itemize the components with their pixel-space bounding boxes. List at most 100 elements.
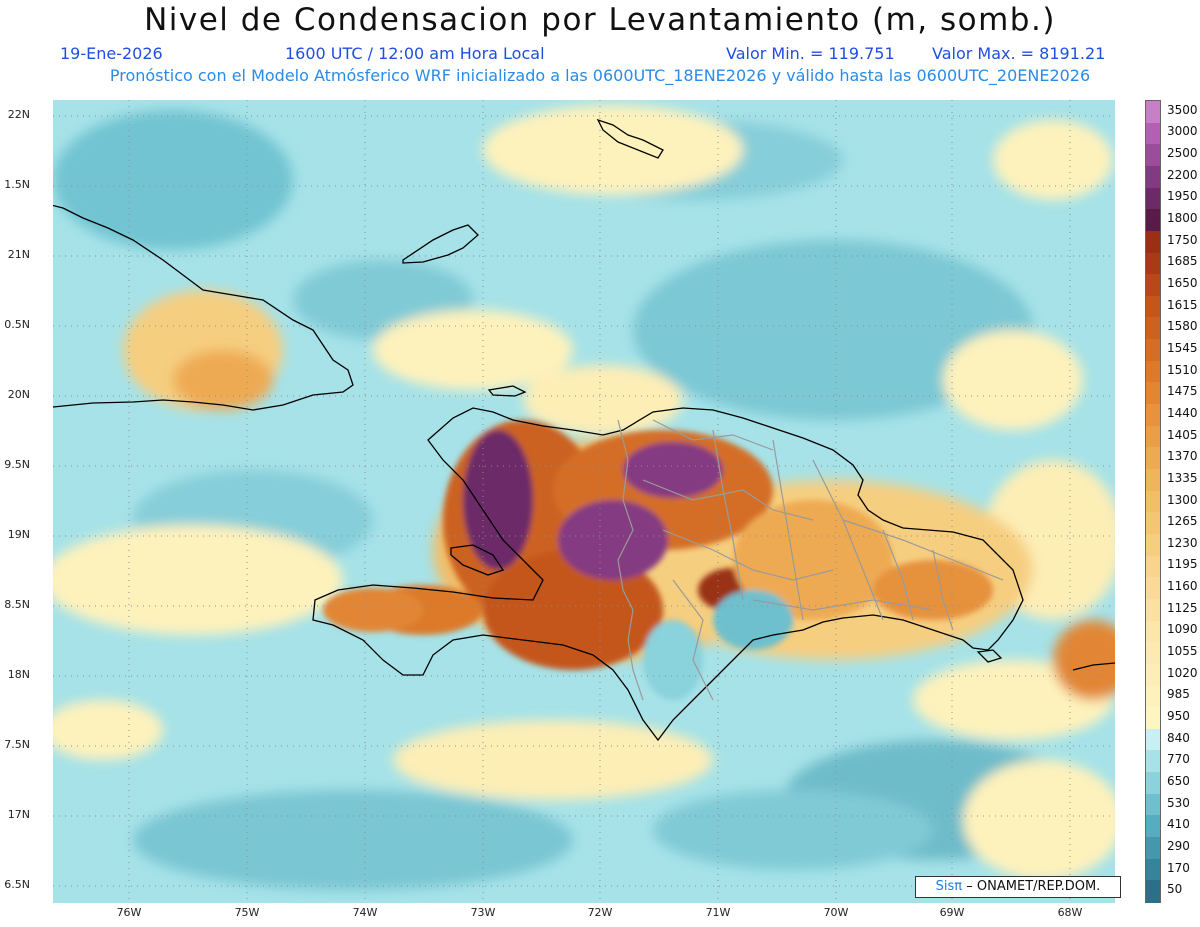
haiti-dr-border bbox=[617, 419, 644, 701]
legend-swatch bbox=[1146, 685, 1160, 708]
credit-org: – ONAMET/REP.DOM. bbox=[966, 879, 1101, 894]
coastlines bbox=[53, 118, 1115, 742]
legend-swatch bbox=[1146, 274, 1160, 297]
forecast-time: 1600 UTC / 12:00 am Hora Local bbox=[285, 44, 545, 63]
lon-label: 74W bbox=[352, 906, 378, 919]
legend-swatch bbox=[1146, 533, 1160, 557]
legend-swatch bbox=[1146, 101, 1160, 124]
legend-level-label: 170 bbox=[1167, 860, 1190, 875]
gonave-coast bbox=[450, 544, 505, 576]
legend-level-label: 3000 bbox=[1167, 124, 1198, 139]
legend-level-label: 1265 bbox=[1167, 514, 1198, 529]
legend-level-label: 1405 bbox=[1167, 427, 1198, 442]
legend-swatch bbox=[1146, 837, 1160, 860]
legend-swatch bbox=[1146, 750, 1160, 773]
puerto-rico-coast bbox=[1072, 662, 1115, 671]
map-title: Nivel de Condensacion por Levantamiento … bbox=[144, 2, 1056, 38]
legend-level-label: 1580 bbox=[1167, 319, 1198, 334]
great-inagua-coast bbox=[402, 224, 479, 264]
legend-level-label: 1055 bbox=[1167, 644, 1198, 659]
legend-swatch bbox=[1146, 858, 1160, 881]
lon-label: 71W bbox=[705, 906, 731, 919]
legend-level-label: 985 bbox=[1167, 687, 1190, 702]
saona-coast bbox=[976, 649, 1003, 663]
legend-level-label: 1545 bbox=[1167, 340, 1198, 355]
tortuga-coast bbox=[487, 385, 527, 397]
legend-swatch bbox=[1146, 360, 1160, 384]
lat-label: 19N bbox=[7, 528, 30, 541]
legend-swatch bbox=[1146, 339, 1160, 362]
lat-label: 0.5N bbox=[4, 318, 30, 331]
lon-label: 73W bbox=[470, 906, 496, 919]
legend-level-label: 1160 bbox=[1167, 579, 1198, 594]
legend-swatch bbox=[1146, 382, 1160, 405]
lat-label: 17N bbox=[7, 808, 30, 821]
provincial-borders bbox=[617, 419, 1004, 701]
legend-swatch bbox=[1146, 209, 1160, 232]
legend-level-label: 1300 bbox=[1167, 492, 1198, 507]
model-run-info: Pronóstico con el Modelo Atmósferico WRF… bbox=[109, 66, 1091, 85]
legend-swatch bbox=[1146, 880, 1160, 903]
legend-level-label: 530 bbox=[1167, 795, 1190, 810]
legend-swatch bbox=[1146, 512, 1160, 535]
legend-level-label: 770 bbox=[1167, 752, 1190, 767]
lon-label: 68W bbox=[1057, 906, 1083, 919]
legend-swatch bbox=[1146, 447, 1160, 470]
legend-swatch bbox=[1146, 663, 1160, 687]
legend-level-label: 410 bbox=[1167, 817, 1190, 832]
lat-label: 20N bbox=[7, 388, 30, 401]
legend-level-label: 1020 bbox=[1167, 665, 1198, 680]
legend-level-label: 1950 bbox=[1167, 189, 1198, 204]
legend-swatch bbox=[1146, 815, 1160, 838]
legend-level-label: 3500 bbox=[1167, 102, 1198, 117]
lat-label: 9.5N bbox=[4, 458, 30, 471]
lat-label: 1.5N bbox=[4, 178, 30, 191]
max-value: Valor Max. = 8191.21 bbox=[932, 44, 1106, 63]
legend-level-label: 1090 bbox=[1167, 622, 1198, 637]
legend-swatch bbox=[1146, 425, 1160, 448]
credit-box: Sisπ – ONAMET/REP.DOM. bbox=[915, 876, 1121, 898]
legend-swatch bbox=[1146, 642, 1160, 665]
legend-level-label: 1800 bbox=[1167, 211, 1198, 226]
color-scale-bar bbox=[1145, 100, 1161, 903]
legend-swatch bbox=[1146, 469, 1160, 492]
legend-swatch bbox=[1146, 165, 1160, 189]
legend-swatch bbox=[1146, 404, 1160, 427]
legend-swatch bbox=[1146, 772, 1160, 795]
legend-swatch bbox=[1146, 295, 1160, 319]
lat-label: 18N bbox=[7, 668, 30, 681]
legend-level-label: 2500 bbox=[1167, 146, 1198, 161]
legend-level-label: 1195 bbox=[1167, 557, 1198, 572]
lcl-field-map bbox=[53, 100, 1115, 903]
legend-level-label: 650 bbox=[1167, 773, 1190, 788]
legend-level-label: 1230 bbox=[1167, 535, 1198, 550]
forecast-date: 19-Ene-2026 bbox=[60, 44, 163, 63]
lon-label: 75W bbox=[234, 906, 260, 919]
lon-label: 76W bbox=[116, 906, 142, 919]
legend-swatch bbox=[1146, 620, 1160, 643]
legend-level-label: 1510 bbox=[1167, 362, 1198, 377]
cuba-coast bbox=[53, 204, 354, 411]
legend-level-label: 50 bbox=[1167, 882, 1183, 897]
legend-swatch bbox=[1146, 252, 1160, 275]
legend-level-label: 2200 bbox=[1167, 167, 1198, 182]
legend-swatch bbox=[1146, 707, 1160, 730]
legend-swatch bbox=[1146, 598, 1160, 622]
legend-swatch bbox=[1146, 230, 1160, 254]
min-value: Valor Min. = 119.751 bbox=[726, 44, 895, 63]
legend-level-label: 1685 bbox=[1167, 254, 1198, 269]
legend-level-label: 1370 bbox=[1167, 449, 1198, 464]
legend-swatch bbox=[1146, 490, 1160, 513]
legend-level-label: 1125 bbox=[1167, 600, 1198, 615]
legend-level-label: 840 bbox=[1167, 730, 1190, 745]
legend-swatch bbox=[1146, 728, 1160, 752]
legend-level-label: 1650 bbox=[1167, 276, 1198, 290]
lon-label: 70W bbox=[823, 906, 849, 919]
legend-swatch bbox=[1146, 793, 1160, 816]
lat-label: 21N bbox=[7, 248, 30, 261]
legend-level-label: 1335 bbox=[1167, 470, 1198, 485]
legend-swatch bbox=[1146, 577, 1160, 600]
legend-level-label: 1750 bbox=[1167, 232, 1198, 247]
legend-level-label: 1475 bbox=[1167, 384, 1198, 399]
legend-level-label: 290 bbox=[1167, 838, 1190, 853]
